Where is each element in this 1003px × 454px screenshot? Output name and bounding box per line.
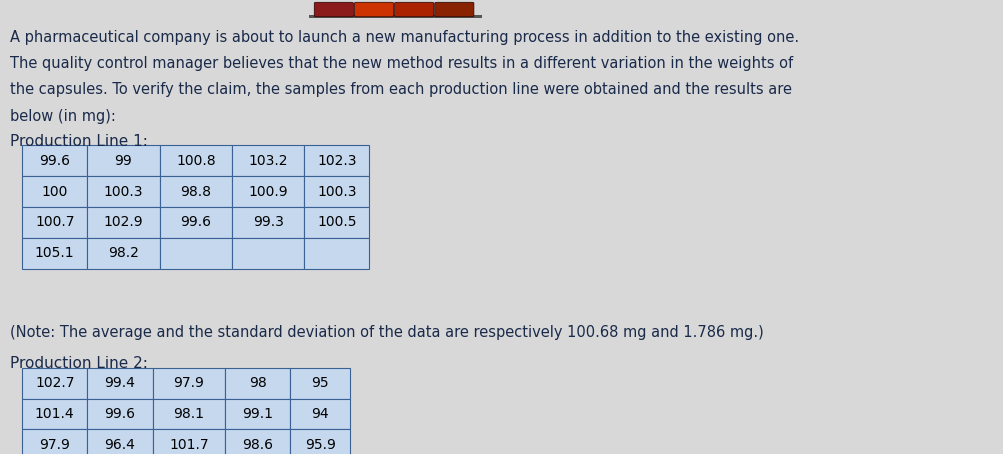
Bar	[225, 368, 290, 399]
Bar	[290, 429, 350, 454]
Bar	[159, 176, 232, 207]
Text: The quality control manager believes that the new method results in a different : The quality control manager believes tha…	[10, 56, 792, 71]
Bar	[309, 15, 481, 18]
Text: 100.7: 100.7	[35, 216, 74, 229]
Text: 99: 99	[114, 154, 132, 168]
Text: 100.9: 100.9	[248, 185, 288, 198]
FancyBboxPatch shape	[434, 2, 473, 17]
Text: 100: 100	[41, 185, 68, 198]
Text: 95.9: 95.9	[305, 438, 335, 452]
Bar	[22, 368, 87, 399]
Bar	[87, 176, 159, 207]
Text: 102.3: 102.3	[317, 154, 356, 168]
Text: the capsules. To verify the claim, the samples from each production line were ob: the capsules. To verify the claim, the s…	[10, 82, 791, 97]
Text: 97.9: 97.9	[174, 376, 204, 390]
FancyBboxPatch shape	[354, 2, 393, 17]
Text: 105.1: 105.1	[35, 247, 74, 260]
Bar	[87, 238, 159, 269]
Text: 97.9: 97.9	[39, 438, 70, 452]
Text: 100.8: 100.8	[176, 154, 216, 168]
Text: Production Line 1:: Production Line 1:	[10, 134, 147, 149]
Bar	[87, 207, 159, 238]
Bar	[225, 429, 290, 454]
Text: below (in mg):: below (in mg):	[10, 109, 115, 123]
Bar	[225, 399, 290, 429]
Bar	[87, 429, 152, 454]
Bar	[22, 145, 87, 176]
Text: 99.1: 99.1	[242, 407, 273, 421]
Text: 99.6: 99.6	[39, 154, 70, 168]
Text: 102.7: 102.7	[35, 376, 74, 390]
Text: 101.7: 101.7	[169, 438, 209, 452]
Bar	[232, 176, 304, 207]
Text: 98.6: 98.6	[242, 438, 273, 452]
Bar	[159, 207, 232, 238]
FancyBboxPatch shape	[314, 2, 353, 17]
Bar	[22, 429, 87, 454]
Text: 94: 94	[311, 407, 329, 421]
Text: Production Line 2:: Production Line 2:	[10, 356, 147, 371]
Bar	[304, 176, 369, 207]
Text: 99.3: 99.3	[253, 216, 283, 229]
Text: 99.6: 99.6	[181, 216, 211, 229]
Bar	[22, 176, 87, 207]
Text: 100.5: 100.5	[317, 216, 356, 229]
Bar	[22, 238, 87, 269]
Text: 100.3: 100.3	[103, 185, 143, 198]
Text: 99.4: 99.4	[104, 376, 135, 390]
Bar	[22, 207, 87, 238]
Bar	[232, 238, 304, 269]
Bar	[22, 399, 87, 429]
Text: (Note: The average and the standard deviation of the data are respectively 100.6: (Note: The average and the standard devi…	[10, 325, 763, 340]
Bar	[232, 145, 304, 176]
Bar	[232, 207, 304, 238]
Bar	[87, 368, 152, 399]
FancyBboxPatch shape	[394, 2, 433, 17]
Bar	[304, 238, 369, 269]
Text: 98.8: 98.8	[181, 185, 211, 198]
Text: 102.9: 102.9	[103, 216, 143, 229]
Bar	[290, 399, 350, 429]
Text: 101.4: 101.4	[35, 407, 74, 421]
Bar	[87, 145, 159, 176]
Bar	[152, 368, 225, 399]
Bar	[152, 429, 225, 454]
Bar	[159, 145, 232, 176]
Text: A pharmaceutical company is about to launch a new manufacturing process in addit: A pharmaceutical company is about to lau…	[10, 30, 798, 44]
Text: 98: 98	[249, 376, 266, 390]
Bar	[290, 368, 350, 399]
Text: 95: 95	[311, 376, 329, 390]
Bar	[304, 207, 369, 238]
Text: 103.2: 103.2	[248, 154, 288, 168]
Text: 98.2: 98.2	[108, 247, 138, 260]
Text: 99.6: 99.6	[104, 407, 135, 421]
Bar	[159, 238, 232, 269]
Text: 96.4: 96.4	[104, 438, 135, 452]
Text: 100.3: 100.3	[317, 185, 356, 198]
Bar	[304, 145, 369, 176]
Bar	[152, 399, 225, 429]
Bar	[87, 399, 152, 429]
Text: 98.1: 98.1	[174, 407, 204, 421]
